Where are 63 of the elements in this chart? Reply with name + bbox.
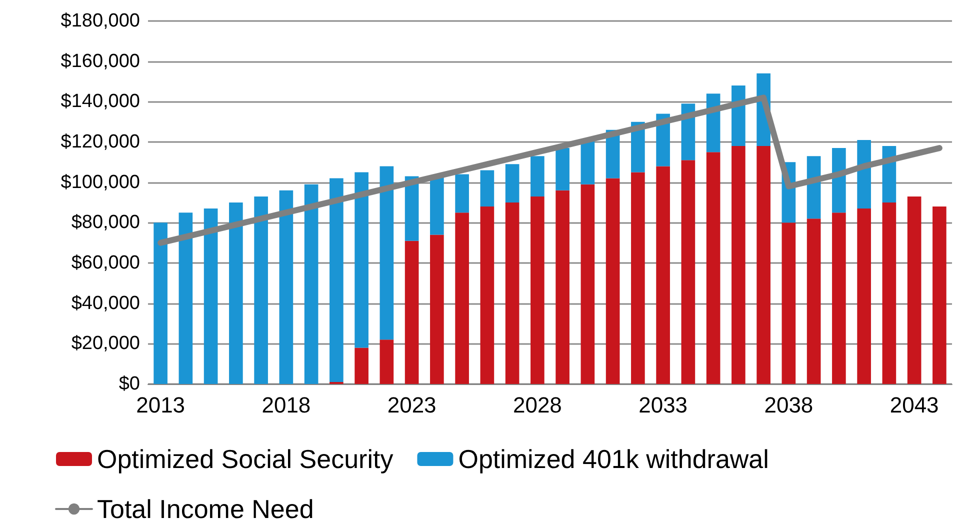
bar (857, 208, 871, 384)
bar (204, 208, 218, 384)
x-tick-label: 2018 (262, 392, 311, 418)
bar (455, 212, 469, 384)
bar (706, 152, 720, 384)
bar (580, 140, 595, 184)
y-tick-label: $0 (118, 374, 140, 394)
bar (380, 340, 394, 384)
bar (580, 184, 595, 384)
x-tick-label: 2038 (764, 392, 814, 418)
x-tick-label: 2023 (387, 392, 436, 418)
bar (782, 222, 796, 384)
bar (556, 148, 570, 190)
bar (154, 222, 168, 384)
y-tick-label: $140,000 (60, 91, 140, 112)
bar (756, 146, 770, 384)
bar (656, 166, 670, 384)
x-tick-label: 2043 (890, 392, 939, 418)
y-tick-label: $120,000 (60, 132, 140, 152)
bar (480, 170, 494, 207)
bar (354, 172, 368, 348)
bar (254, 196, 268, 384)
bar (505, 202, 520, 384)
bar (279, 190, 294, 384)
y-tick-label: $20,000 (71, 333, 140, 354)
bar (631, 172, 645, 384)
bar (556, 190, 570, 384)
x-tick-label: 2013 (136, 392, 186, 418)
bar (681, 160, 696, 384)
bar (354, 348, 368, 384)
y-tick-label: $60,000 (71, 252, 140, 274)
y-tick-label: $160,000 (60, 50, 140, 72)
bar (806, 218, 821, 384)
bar (832, 212, 846, 384)
y-tick-label: $80,000 (71, 212, 140, 234)
bar (480, 206, 494, 384)
bar (178, 212, 193, 384)
bar (330, 178, 344, 382)
bar (606, 178, 620, 384)
bar (832, 148, 846, 213)
bar (882, 202, 896, 384)
bar (404, 240, 419, 384)
legend-label: Optimized 401k withdrawal (458, 444, 769, 474)
bar (304, 184, 318, 384)
bar (907, 196, 922, 384)
bar (530, 196, 544, 384)
x-tick-label: 2033 (638, 392, 688, 418)
bar (229, 202, 243, 384)
legend-label: Total Income Need (97, 494, 314, 524)
y-tick-label: $100,000 (60, 172, 140, 193)
bar (430, 234, 444, 384)
x-tick-label: 2028 (512, 392, 562, 418)
bar (380, 166, 394, 340)
bar (505, 164, 520, 202)
bar (732, 146, 746, 384)
bar (857, 140, 871, 209)
y-tick-label: $180,000 (60, 10, 140, 32)
legend-label: Optimized Social Security (97, 444, 394, 474)
bar (455, 174, 469, 213)
y-tick-label: $40,000 (71, 292, 140, 314)
bar (932, 206, 946, 384)
bar (430, 176, 444, 235)
bar (530, 156, 544, 196)
